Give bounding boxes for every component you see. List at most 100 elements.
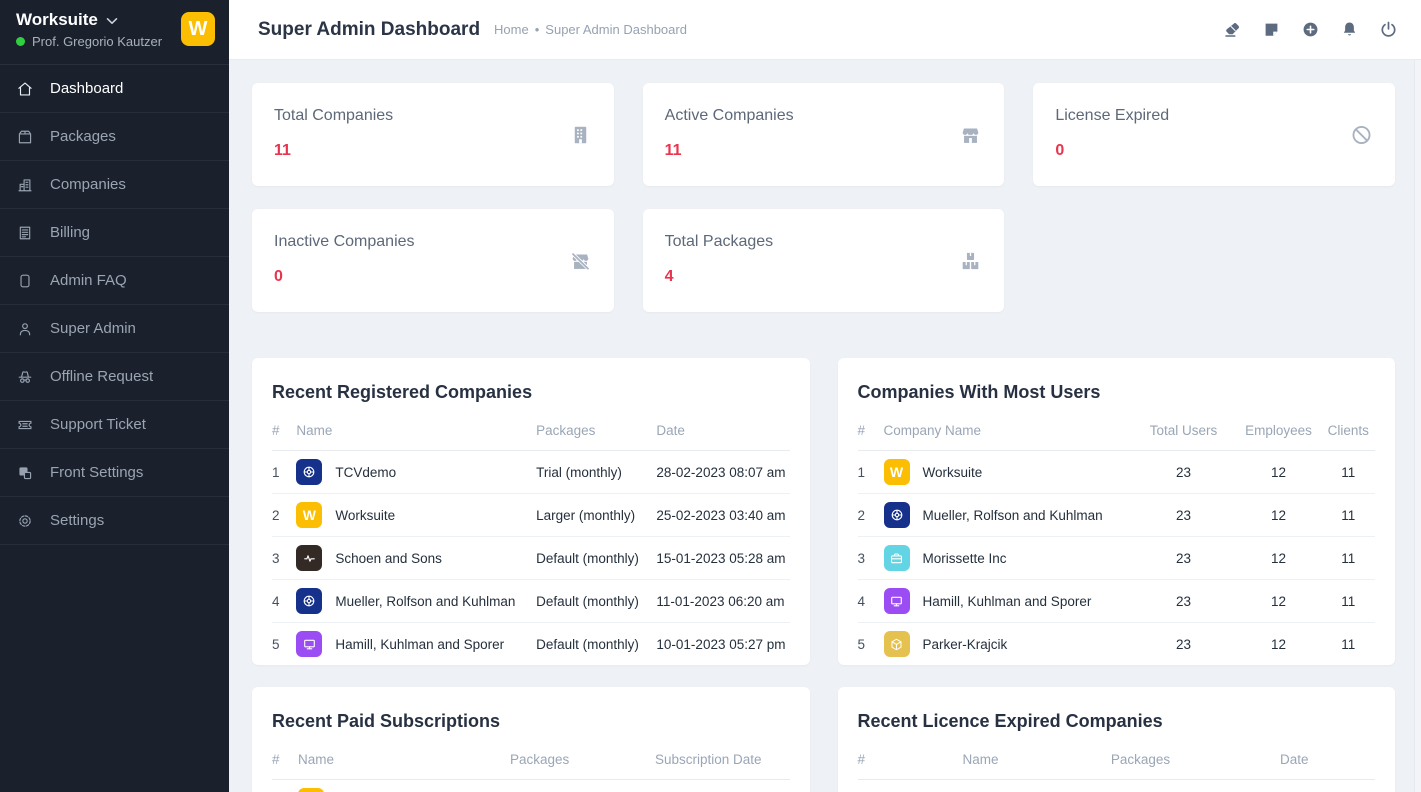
top-header: Super Admin Dashboard Home • Super Admin… xyxy=(229,0,1421,60)
licence-expired-table: # Name Packages Date xyxy=(857,738,1376,792)
stat-card-inactive-companies: Inactive Companies 0 xyxy=(252,209,614,312)
company-name: TCVdemo xyxy=(335,464,397,480)
bell-icon[interactable] xyxy=(1340,20,1359,39)
incognito-icon xyxy=(16,368,34,386)
stat-label: Total Companies xyxy=(274,107,394,124)
chevron-down-icon xyxy=(106,18,118,24)
power-icon[interactable] xyxy=(1379,20,1398,39)
stat-label: Inactive Companies xyxy=(274,233,415,250)
stat-value: 0 xyxy=(1055,142,1065,159)
column-header: Company Name xyxy=(883,409,1136,451)
storefront-icon xyxy=(959,123,982,146)
workspace-header: Worksuite Prof. Gregorio Kautzer W xyxy=(0,0,229,60)
table-row[interactable]: 4 Hamill, Kuhlman and Sporer 23 12 11 xyxy=(857,579,1375,623)
column-header: # xyxy=(272,409,297,451)
company-name: Hamill, Kuhlman and Sporer xyxy=(922,593,1092,609)
shapes-icon xyxy=(16,464,34,482)
sidebar-item-settings[interactable]: Settings xyxy=(0,497,229,545)
helm-icon xyxy=(296,588,323,614)
licence-expired-card: Recent Licence Expired Companies # Name … xyxy=(837,687,1395,792)
table-row[interactable]: 5 Hamill, Kuhlman and Sporer Default (mo… xyxy=(272,623,790,666)
section-title: Recent Paid Subscriptions xyxy=(272,711,501,731)
column-header: Name xyxy=(296,409,537,451)
stat-card-total-packages: Total Packages 4 xyxy=(642,209,1005,312)
sidebar-item-packages[interactable]: Packages xyxy=(0,113,229,161)
workspace-switcher[interactable]: Worksuite xyxy=(16,10,162,30)
company-name: Worksuite xyxy=(335,507,396,523)
column-header: # xyxy=(857,738,898,780)
table-row[interactable]: 3 Schoen and Sons Default (monthly) 15-0… xyxy=(272,536,790,580)
online-status-dot xyxy=(16,37,25,46)
buildings-icon xyxy=(16,176,34,194)
table-row[interactable]: 1 TCVdemo Trial (monthly) 28-02-2023 08:… xyxy=(272,450,790,494)
eraser-icon[interactable] xyxy=(1223,20,1242,39)
home-icon xyxy=(16,80,34,98)
sidebar-item-dashboard[interactable]: Dashboard xyxy=(0,65,229,113)
building-icon xyxy=(569,123,592,146)
table-row xyxy=(858,780,1376,792)
boxes-icon xyxy=(959,249,982,272)
invoice-icon xyxy=(16,224,34,242)
stat-card-license-expired: License Expired 0 xyxy=(1033,83,1395,186)
workspace-name: Worksuite xyxy=(16,10,98,29)
company-name: Schoen and Sons xyxy=(335,550,442,566)
table-row[interactable]: 3 Morissette Inc 23 12 11 xyxy=(857,536,1375,580)
stat-value: 0 xyxy=(274,268,283,285)
company-name: Mueller, Rolfson and Kuhlman xyxy=(922,507,1103,523)
sidebar-item-billing[interactable]: Billing xyxy=(0,209,229,257)
store-slash-icon xyxy=(569,249,592,272)
company-name: Worksuite xyxy=(922,464,983,480)
monitor-icon xyxy=(296,631,323,657)
company-name: Parker-Krajcik xyxy=(922,636,1008,652)
pulse-icon xyxy=(296,545,323,571)
worksuite-logo-icon[interactable]: W xyxy=(181,12,215,46)
recent-registered-table: # Name Packages Date 1 TCVdemo Trial (mo… xyxy=(272,409,790,665)
column-header: Total Users xyxy=(1135,409,1236,451)
ticket-icon xyxy=(16,416,34,434)
note-icon[interactable] xyxy=(1262,20,1281,39)
monitor-icon xyxy=(883,588,910,614)
column-header: # xyxy=(272,738,298,780)
section-title: Recent Licence Expired Companies xyxy=(857,711,1163,731)
book-icon xyxy=(16,272,34,290)
table-row[interactable]: 2 Mueller, Rolfson and Kuhlman 23 12 11 xyxy=(857,493,1375,537)
stat-card-total-companies: Total Companies 11 xyxy=(252,83,614,186)
page-title: Super Admin Dashboard xyxy=(258,18,481,40)
stat-label: Active Companies xyxy=(664,107,794,124)
worksuite-logo-icon: W xyxy=(883,459,910,485)
sidebar-item-offline-request[interactable]: Offline Request xyxy=(0,353,229,401)
helm-icon xyxy=(296,459,323,485)
table-row[interactable]: 1 W Worksuite 23 12 11 xyxy=(857,450,1375,494)
most-users-table: # Company Name Total Users Employees Cli… xyxy=(857,409,1376,666)
sidebar-item-front-settings[interactable]: Front Settings xyxy=(0,449,229,497)
breadcrumb: Home • Super Admin Dashboard xyxy=(494,22,687,37)
breadcrumb-current: Super Admin Dashboard xyxy=(545,22,687,37)
table-row[interactable]: 2 W Worksuite Larger (monthly) 25-02-2023… xyxy=(272,493,790,537)
page-scrollbar[interactable] xyxy=(1414,60,1421,792)
sidebar-item-admin-faq[interactable]: Admin FAQ xyxy=(0,257,229,305)
breadcrumb-separator: • xyxy=(534,22,540,37)
table-row[interactable]: W xyxy=(272,780,790,792)
sidebar-item-super-admin[interactable]: Super Admin xyxy=(0,305,229,353)
plus-circle-icon[interactable] xyxy=(1301,20,1320,39)
table-row[interactable]: 4 Mueller, Rolfson and Kuhlman Default (… xyxy=(272,579,790,623)
briefcase-icon xyxy=(883,545,910,571)
table-row[interactable]: 5 Parker-Krajcik 23 12 11 xyxy=(858,623,1376,666)
sidebar: Worksuite Prof. Gregorio Kautzer W Dashb… xyxy=(0,0,229,792)
worksuite-logo-icon: W xyxy=(298,788,324,792)
column-header: Employees xyxy=(1235,409,1326,451)
column-header: Name xyxy=(897,738,1068,780)
stat-value: 4 xyxy=(664,268,674,285)
column-header: Packages xyxy=(510,738,655,780)
package-icon xyxy=(16,128,34,146)
breadcrumb-home-link[interactable]: Home xyxy=(494,22,529,37)
stat-label: License Expired xyxy=(1055,107,1170,124)
ban-icon xyxy=(1350,123,1373,146)
sidebar-item-companies[interactable]: Companies xyxy=(0,161,229,209)
column-header: # xyxy=(857,409,884,451)
sidebar-item-support-ticket[interactable]: Support Ticket xyxy=(0,401,229,449)
column-header: Date xyxy=(656,409,790,451)
stat-value: 11 xyxy=(274,142,291,159)
tables-grid: Recent Registered Companies # Name Packa… xyxy=(252,358,1395,792)
stats-grid: Total Companies 11 Active Companies 11 L… xyxy=(252,83,1395,312)
